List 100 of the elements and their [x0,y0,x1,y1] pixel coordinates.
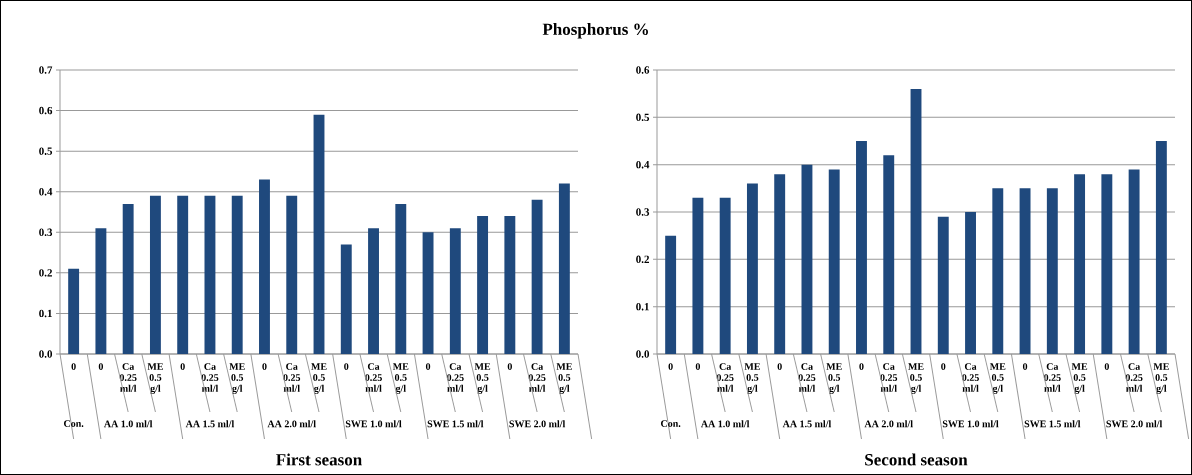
text: SWE 1.5 ml/l [427,420,484,428]
bar [259,179,270,354]
x-tick-label: 0 [71,363,76,370]
bar [149,195,161,354]
bar [746,183,758,354]
bar [477,216,489,354]
x-tick-label: ME 0.5 g/l [1071,363,1088,394]
x-tick-label: 0 [262,363,267,370]
text: SWE 2.0 ml/l [509,420,566,428]
y-tick-label: 0.1 [636,302,649,311]
bar [801,164,813,354]
bar [558,183,570,354]
x-tick-label: 0 [777,363,782,370]
text: AA 1.0 ml/l [103,420,153,428]
x-tick-label: Ca 0.25 ml/l [1125,363,1143,392]
y-tick-label: 0.2 [636,255,649,264]
bar [883,155,895,354]
x-axis-title: Second season [865,453,968,466]
y-tick-label: 0.0 [636,350,650,358]
bar [828,169,840,354]
x-tick-label: Ca 0.25 ml/l [283,363,301,392]
x-tick-label: Ca 0.25 ml/l [528,363,546,392]
text: SWE 1.5 ml/l [1024,420,1081,428]
x-tick-label: ME 0.5 g/l [744,363,760,394]
y-tick-label: 0.4 [39,187,53,196]
bar [531,199,543,354]
bar [368,228,379,354]
bar [1019,188,1031,354]
x-tick-label: 0 [668,363,673,370]
text: SWE 2.0 ml/l [1106,420,1163,428]
x-tick-label: Ca 0.25 ml/l [962,363,979,392]
x-tick-label: Ca 0.25 ml/l [446,363,464,392]
bar [395,203,407,354]
bar [204,195,216,354]
text: AA 2.0 ml/l [864,420,913,428]
bar [122,203,134,354]
x-tick-label: ME 0.5 g/l [392,363,409,394]
chart-title: Phosphorus % [542,23,648,39]
bar [692,197,704,354]
bar [286,195,298,354]
bar [449,228,461,354]
x-tick-label: Ca 0.25 ml/l [880,363,898,392]
x-tick-label: 0 [507,363,512,370]
x-tick-label: ME 0.5 g/l [1153,363,1169,394]
bar [504,216,516,354]
text: SWE 1.0 ml/l [942,420,999,428]
text: AA 1.5 ml/l [185,420,235,428]
bar [177,195,189,354]
bar [1074,174,1086,354]
x-tick-label: 0 [941,363,946,370]
bar [856,141,867,354]
bar [719,197,731,354]
x-tick-label: Ca 0.25 ml/l [798,363,816,392]
y-tick-label: 0.3 [39,228,53,237]
text: AA 1.5 ml/l [782,420,832,428]
x-tick-label: Ca 0.25 ml/l [365,363,382,392]
bar [910,88,922,354]
x-tick-label: Ca 0.25 ml/l [716,363,734,392]
bar [231,195,243,354]
x-tick-label: Ca 0.25 ml/l [119,363,137,392]
x-tick-label: Ca 0.25 ml/l [1043,363,1061,392]
x-tick-label: Ca 0.25 ml/l [201,363,219,392]
x-tick-label: 0 [1104,363,1109,370]
x-tick-label: 0 [695,363,701,370]
bar [992,188,1004,354]
x-tick-label: 0 [425,363,431,370]
y-tick-label: 0.4 [636,160,650,169]
bar [422,232,434,354]
bar [340,244,352,354]
x-tick-label: ME 0.5 g/l [908,363,924,394]
bar [1046,188,1058,354]
y-tick-label: 0.6 [636,66,650,74]
bar [965,212,976,354]
y-tick-label: 0.5 [636,113,650,122]
x-tick-label: 0 [98,363,104,370]
bar [95,228,107,354]
x-tick-label: ME 0.5 g/l [989,363,1006,394]
x-tick-label: 0 [859,363,864,370]
bar [313,114,325,354]
text: Con. [63,420,84,427]
text: AA 1.0 ml/l [700,420,750,428]
x-tick-label: ME 0.5 g/l [229,363,245,394]
y-tick-label: 0.5 [39,147,53,155]
bar [665,235,677,354]
x-tick-label: ME 0.5 g/l [147,363,163,394]
bar [937,216,949,354]
y-tick-label: 0.0 [39,350,53,358]
bar [1155,141,1167,354]
bar [774,174,786,354]
y-tick-label: 0.7 [39,66,53,74]
bar [1101,174,1113,354]
x-axis-title: First season [276,453,362,466]
x-tick-label: 0 [1022,363,1028,370]
text: AA 2.0 ml/l [267,420,316,428]
text: SWE 1.0 ml/l [345,420,402,428]
y-tick-label: 0.3 [636,208,650,216]
x-tick-label: ME 0.5 g/l [311,363,327,394]
y-tick-label: 0.6 [39,106,53,115]
x-tick-label: ME 0.5 g/l [826,363,842,394]
x-tick-label: ME 0.5 g/l [556,363,572,394]
